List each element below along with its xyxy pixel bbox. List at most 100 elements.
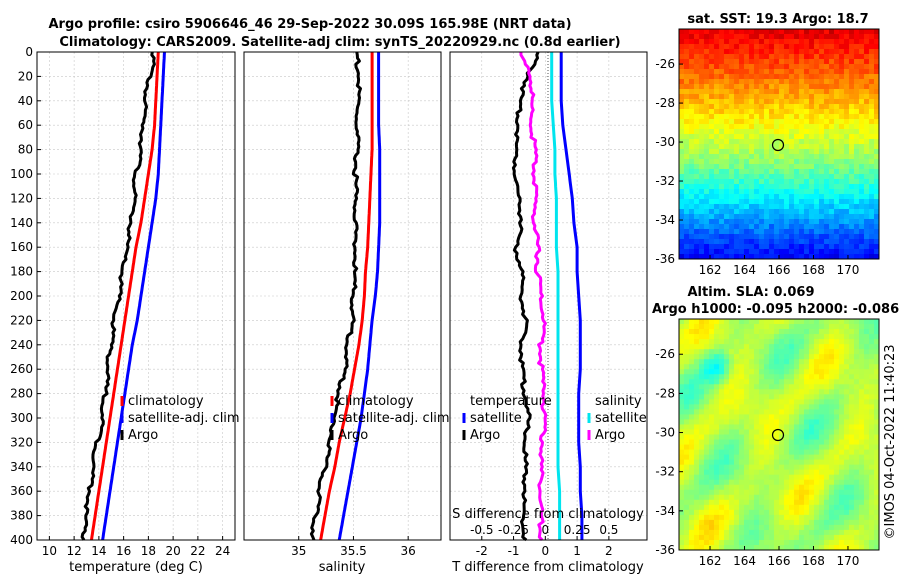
map-cell: [789, 139, 795, 145]
map-cell: [734, 134, 740, 140]
map-cell: [859, 544, 865, 550]
map-cell: [679, 209, 685, 215]
map-cell: [719, 179, 725, 185]
map-cell: [799, 524, 805, 531]
map-cell: [864, 409, 870, 416]
map-cell: [734, 329, 740, 335]
map-cell: [854, 104, 860, 110]
map-cell: [809, 539, 815, 546]
map-cell: [774, 379, 780, 385]
map-cell: [709, 229, 715, 235]
map-cell: [769, 194, 775, 200]
map-cell: [869, 474, 875, 481]
map-cell: [779, 344, 785, 350]
map-cell: [769, 94, 775, 100]
map-cell: [729, 534, 735, 541]
map-cell: [694, 404, 700, 410]
map-cell: [794, 454, 800, 461]
map-cell: [829, 454, 835, 461]
map-cell: [679, 339, 685, 345]
map-cell: [864, 239, 870, 245]
map-cell: [724, 519, 730, 526]
map-cell: [719, 479, 725, 486]
map-cell: [839, 444, 845, 451]
map-cell: [839, 79, 845, 85]
map-cell: [719, 509, 725, 516]
map-cell: [854, 524, 860, 531]
map-cell: [739, 239, 745, 245]
map-cell: [694, 489, 700, 496]
map-cell: [774, 149, 780, 155]
map-cell: [679, 169, 685, 175]
map-cell: [779, 509, 785, 516]
map-cell: [829, 504, 835, 511]
map-cell: [764, 59, 770, 65]
map-cell: [739, 34, 745, 40]
map-cell: [729, 149, 735, 155]
map-cell: [784, 379, 790, 385]
map-cell: [749, 134, 755, 140]
map-cell: [814, 74, 820, 80]
map-cell: [804, 44, 810, 50]
map-cell: [774, 399, 780, 405]
map-cell: [844, 389, 850, 395]
map-cell: [759, 79, 765, 85]
map-cell: [854, 84, 860, 90]
map-cell: [824, 239, 830, 245]
map-cell: [789, 499, 795, 506]
map-cell: [829, 439, 835, 446]
map-cell: [849, 254, 855, 259]
map-cell: [769, 169, 775, 175]
map-cell: [874, 404, 879, 410]
map-cell: [784, 439, 790, 446]
map-cell: [809, 159, 815, 165]
map-cell: [854, 89, 860, 95]
map-cell: [829, 474, 835, 481]
map-cell: [804, 189, 810, 195]
difference-series: [511, 51, 584, 542]
map-cell: [684, 44, 690, 50]
salinity-axes-box: [243, 51, 442, 541]
map-cell: [859, 254, 865, 259]
map-cell: [804, 504, 810, 511]
map-cell: [819, 64, 825, 70]
map-cell: [829, 84, 835, 90]
map-cell: [754, 59, 760, 65]
map-cell: [749, 479, 755, 486]
map-cell: [774, 214, 780, 220]
map-cell: [704, 464, 710, 471]
map-cell: [774, 499, 780, 506]
map-cell: [729, 364, 735, 370]
map-cell: [804, 139, 810, 145]
map-cell: [764, 204, 770, 210]
map-cell: [699, 434, 705, 441]
map-cell: [744, 459, 750, 466]
map-cell: [679, 364, 685, 370]
map-cell: [814, 389, 820, 395]
map-cell: [809, 319, 815, 325]
map-cell: [679, 104, 685, 110]
map-cell: [704, 324, 710, 330]
map-cell: [689, 464, 695, 471]
map-cell: [814, 534, 820, 541]
map-cell: [719, 94, 725, 100]
map-cell: [809, 479, 815, 486]
map-cell: [864, 39, 870, 45]
map-cell: [854, 499, 860, 506]
map-cell: [754, 379, 760, 385]
map-cell: [854, 509, 860, 516]
map-cell: [814, 99, 820, 105]
map-cell: [804, 374, 810, 380]
map-cell: [789, 204, 795, 210]
map-cell: [729, 419, 735, 426]
map-cell: [824, 319, 830, 325]
map-cell: [774, 539, 780, 546]
map-cell: [774, 474, 780, 481]
map-cell: [814, 39, 820, 45]
map-cell: [759, 104, 765, 110]
map-cell: [824, 449, 830, 456]
map-cell: [834, 504, 840, 511]
map-cell: [719, 439, 725, 446]
map-cell: [684, 479, 690, 486]
map-cell: [689, 49, 695, 55]
